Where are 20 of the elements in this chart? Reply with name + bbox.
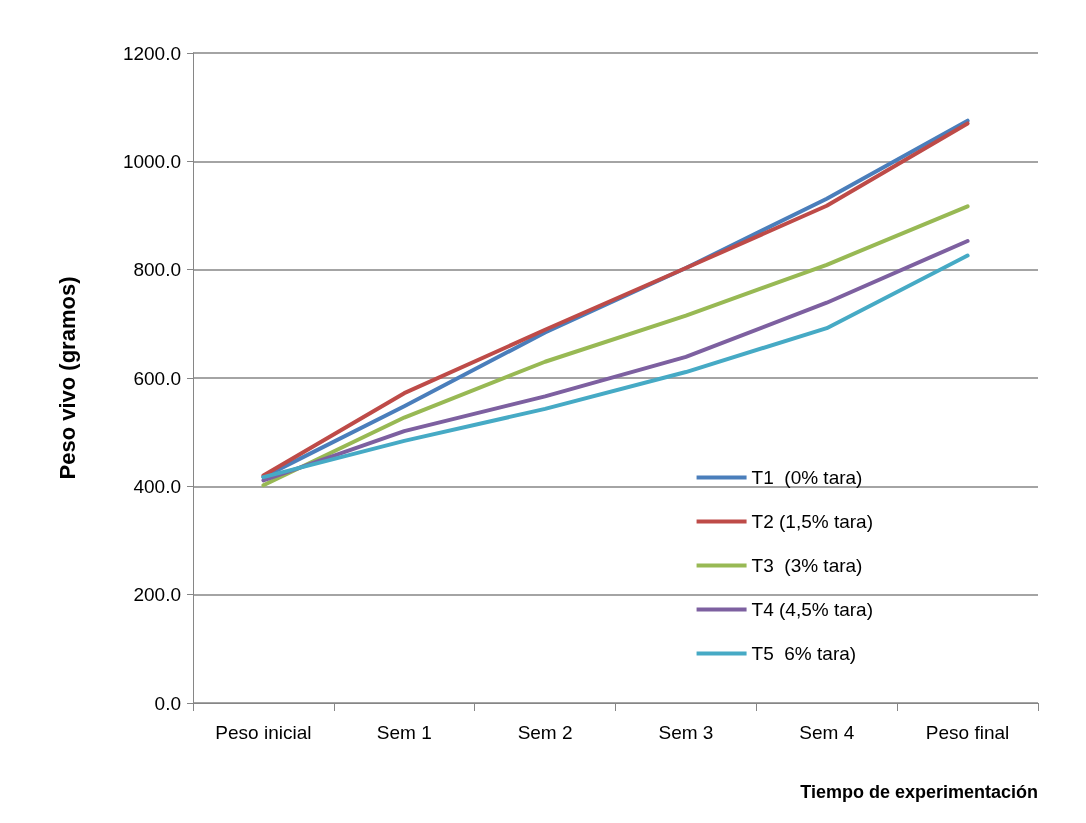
x-tick-label: Peso inicial xyxy=(215,722,312,743)
x-tick-label: Sem 2 xyxy=(517,722,573,743)
y-tick-label: 200.0 xyxy=(133,584,181,606)
legend-label: T1 (0% tara) xyxy=(751,467,863,488)
legend-label: T5 6% tara) xyxy=(751,643,857,664)
y-tick-label: 600.0 xyxy=(133,367,181,389)
x-tick-label: Sem 3 xyxy=(658,722,714,743)
x-tick-label: Peso final xyxy=(925,722,1010,743)
legend-label: T4 (4,5% tara) xyxy=(751,599,874,620)
x-tick-label: Sem 1 xyxy=(376,722,432,743)
y-tick-label: 800.0 xyxy=(133,259,181,281)
legend-label: T3 (3% tara) xyxy=(751,555,863,576)
y-tick-label: 0.0 xyxy=(154,692,181,714)
x-axis-title: Tiempo de experimentación xyxy=(800,782,1038,802)
y-axis-title: Peso vivo (gramos) xyxy=(54,276,80,480)
y-tick-label: 1200.0 xyxy=(122,42,181,64)
legend-label: T2 (1,5% tara) xyxy=(751,511,874,532)
y-tick-label: 1000.0 xyxy=(122,150,181,172)
x-tick-label: Sem 4 xyxy=(799,722,855,743)
y-tick-label: 400.0 xyxy=(133,475,181,497)
